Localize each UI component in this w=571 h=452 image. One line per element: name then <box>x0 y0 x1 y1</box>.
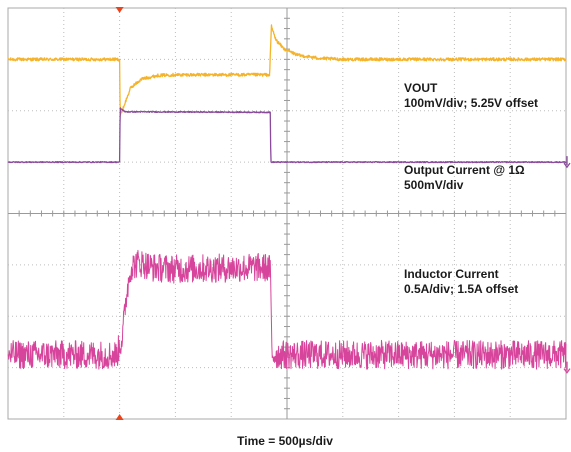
trigger-marker-top <box>115 7 124 13</box>
ground-marker-inductor-current <box>563 361 571 374</box>
markers <box>115 7 571 420</box>
inductor-current-label: Inductor Current <box>404 267 499 281</box>
output-current-label: Output Current @ 1Ω <box>404 163 525 177</box>
ground-marker-output-current <box>563 156 571 169</box>
x-axis-label: Time = 500µs/div <box>237 434 333 448</box>
trace-inductor-current <box>7 249 567 370</box>
output-current-scale-label: 500mV/div <box>404 178 464 192</box>
vout-label: VOUT <box>404 81 438 95</box>
trace-vout <box>7 24 567 116</box>
vout-scale-label: 100mV/div; 5.25V offset <box>404 96 538 110</box>
traces <box>7 24 567 370</box>
inductor-current-scale-label: 0.5A/div; 1.5A offset <box>404 282 518 296</box>
trigger-marker-bottom <box>115 414 124 420</box>
trace-output-current <box>7 107 567 164</box>
